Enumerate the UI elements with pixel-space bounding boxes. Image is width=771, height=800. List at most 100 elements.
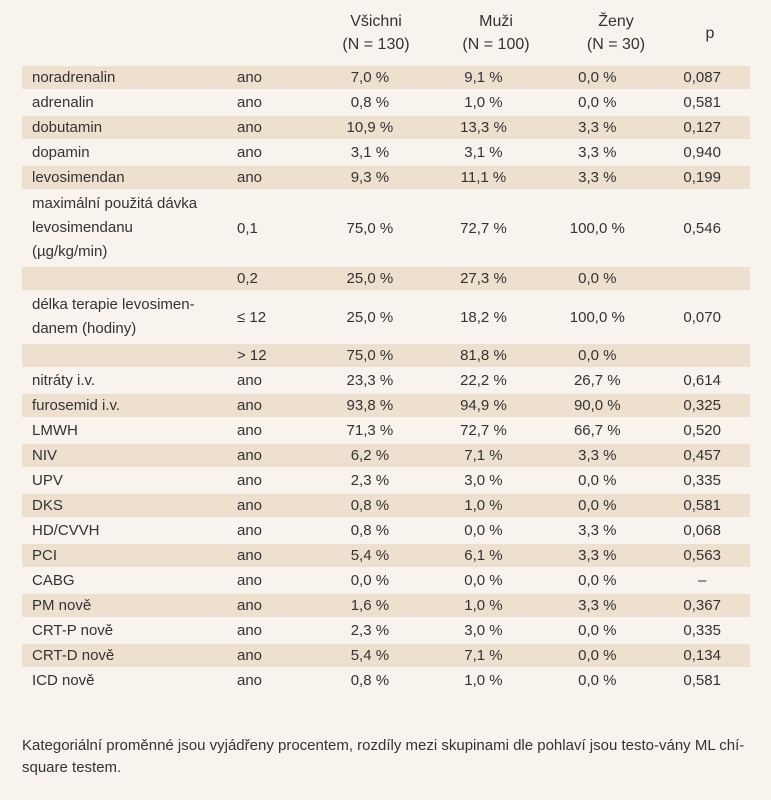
cell-p — [654, 267, 750, 292]
cell-all: 25,0 % — [313, 292, 427, 344]
cell-p: 0,134 — [654, 644, 750, 669]
cell-all: 7,0 % — [313, 66, 427, 91]
cell-women: 3,3 % — [540, 444, 655, 469]
cell-men: 1,0 % — [426, 669, 541, 694]
cell-p — [654, 344, 750, 369]
table-row: CRT-D nově ano 5,4 % 7,1 % 0,0 % 0,134 — [22, 644, 750, 669]
row-label: dopamin — [22, 141, 225, 166]
header-women-count: (N = 30) — [586, 36, 646, 53]
row-label: noradrenalin — [22, 66, 225, 91]
table-row: ICD nově ano 0,8 % 1,0 % 0,0 % 0,581 — [22, 669, 750, 694]
cell-p: 0,199 — [654, 166, 750, 191]
cell-all: 5,4 % — [313, 644, 427, 669]
table-row: NIV ano 6,2 % 7,1 % 3,3 % 0,457 — [22, 444, 750, 469]
cell-p: 0,940 — [654, 141, 750, 166]
table-row: furosemid i.v. ano 93,8 % 94,9 % 90,0 % 0,325 — [22, 394, 750, 419]
cell-men: 18,2 % — [426, 292, 541, 344]
cell-men: 11,1 % — [426, 166, 541, 191]
row-label: dobutamin — [22, 116, 225, 141]
table-row: DKS ano 0,8 % 1,0 % 0,0 % 0,581 — [22, 494, 750, 519]
row-label-line: (µg/kg/min) — [32, 243, 108, 260]
cell-women: 0,0 % — [540, 644, 655, 669]
table-row: > 12 75,0 % 81,8 % 0,0 % — [22, 344, 750, 369]
table-row: nitráty i.v. ano 23,3 % 22,2 % 26,7 % 0,614 — [22, 369, 750, 394]
cell-all: 2,3 % — [313, 619, 427, 644]
cell-men: 94,9 % — [426, 394, 541, 419]
row-category: ano — [224, 669, 314, 694]
cell-women: 0,0 % — [540, 494, 655, 519]
header-p-title: p — [705, 25, 715, 42]
row-label: UPV — [22, 469, 225, 494]
row-label: furosemid i.v. — [22, 394, 225, 419]
table-row: 0,2 25,0 % 27,3 % 0,0 % — [22, 267, 750, 292]
cell-all: 1,6 % — [313, 594, 427, 619]
table-row: délka terapie levosimen-danem (hodiny) ≤ … — [22, 292, 750, 344]
row-category: ano — [224, 91, 314, 116]
row-label: NIV — [22, 444, 225, 469]
table-header: Všichni (N = 130) Muži (N = 100) Ženy (N… — [0, 0, 771, 65]
row-category: ano — [224, 394, 314, 419]
table-row: LMWH ano 71,3 % 72,7 % 66,7 % 0,520 — [22, 419, 750, 444]
cell-p: 0,070 — [654, 292, 750, 344]
cell-women: 0,0 % — [540, 619, 655, 644]
cell-men: 72,7 % — [426, 419, 541, 444]
header-all-count: (N = 130) — [342, 36, 410, 53]
row-label-line: délka terapie levosimen- — [32, 296, 195, 313]
cell-all: 6,2 % — [313, 444, 427, 469]
cell-men: 81,8 % — [426, 344, 541, 369]
cell-men: 1,0 % — [426, 91, 541, 116]
table-row: PM nově ano 1,6 % 1,0 % 3,3 % 0,367 — [22, 594, 750, 619]
row-label: nitráty i.v. — [22, 369, 225, 394]
table-footnote: Kategoriální proměnné jsou vyjádřeny pro… — [22, 737, 745, 776]
cell-p: 0,520 — [654, 419, 750, 444]
cell-p: 0,563 — [654, 544, 750, 569]
cell-men: 22,2 % — [426, 369, 541, 394]
cell-all: 71,3 % — [313, 419, 427, 444]
row-category: ≤ 12 — [224, 292, 314, 344]
cell-women: 0,0 % — [540, 569, 655, 594]
cell-men: 0,0 % — [426, 519, 541, 544]
header-p: p — [670, 22, 750, 45]
row-label — [22, 344, 225, 369]
row-category: ano — [224, 419, 314, 444]
cell-all: 2,3 % — [313, 469, 427, 494]
row-label: CRT-P nově — [22, 619, 225, 644]
cell-men: 3,1 % — [426, 141, 541, 166]
cell-women: 0,0 % — [540, 344, 655, 369]
row-category: ano — [224, 444, 314, 469]
cell-women: 3,3 % — [540, 544, 655, 569]
cell-women: 0,0 % — [540, 469, 655, 494]
cell-men: 1,0 % — [426, 494, 541, 519]
table-row: PCI ano 5,4 % 6,1 % 3,3 % 0,563 — [22, 544, 750, 569]
cell-all: 9,3 % — [313, 166, 427, 191]
row-category: ano — [224, 494, 314, 519]
row-label: PCI — [22, 544, 225, 569]
header-men-count: (N = 100) — [462, 36, 530, 53]
table-row: adrenalin ano 0,8 % 1,0 % 0,0 % 0,581 — [22, 91, 750, 116]
row-category: ano — [224, 369, 314, 394]
row-category: ano — [224, 619, 314, 644]
row-category: ano — [224, 116, 314, 141]
row-category: ano — [224, 66, 314, 91]
cell-men: 7,1 % — [426, 444, 541, 469]
cell-men: 7,1 % — [426, 644, 541, 669]
cell-men: 72,7 % — [426, 191, 541, 267]
cell-all: 75,0 % — [313, 344, 427, 369]
cell-men: 13,3 % — [426, 116, 541, 141]
row-label: adrenalin — [22, 91, 225, 116]
cell-all: 75,0 % — [313, 191, 427, 267]
row-label: CRT-D nově — [22, 644, 225, 669]
cell-men: 9,1 % — [426, 66, 541, 91]
row-label: DKS — [22, 494, 225, 519]
cell-women: 3,3 % — [540, 594, 655, 619]
cell-women: 3,3 % — [540, 166, 655, 191]
cell-women: 100,0 % — [540, 191, 655, 267]
row-label: LMWH — [22, 419, 225, 444]
header-all-title: Všichni — [350, 13, 402, 30]
row-category: ano — [224, 141, 314, 166]
cell-women: 26,7 % — [540, 369, 655, 394]
header-women: Ženy (N = 30) — [556, 10, 676, 56]
cell-women: 0,0 % — [540, 669, 655, 694]
row-label: ICD nově — [22, 669, 225, 694]
